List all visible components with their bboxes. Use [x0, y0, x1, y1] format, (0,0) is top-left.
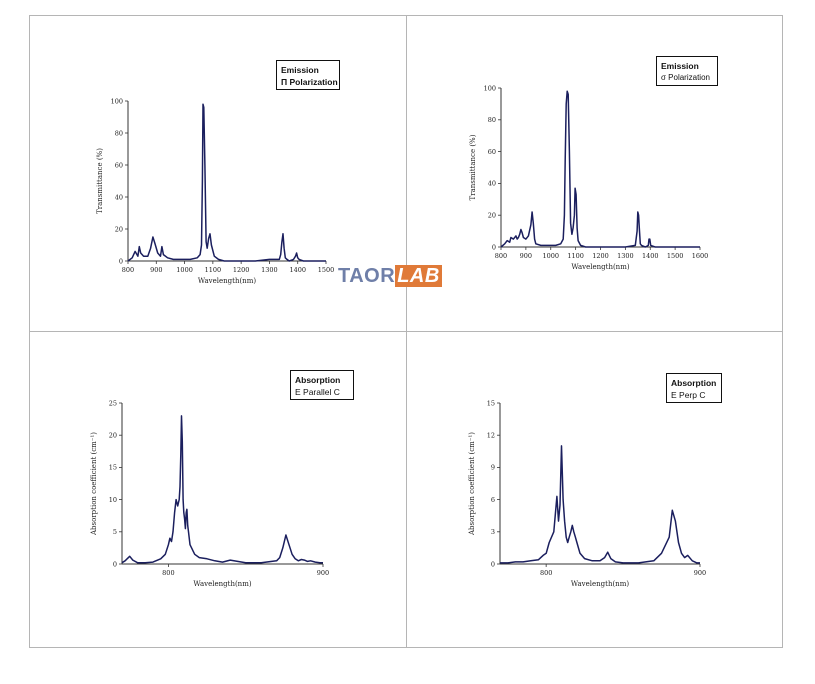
y-tick-label: 9	[491, 464, 495, 472]
series-line	[127, 103, 326, 262]
y-axis-label: Absorption coefficient (cm⁻¹)	[468, 432, 476, 536]
y-tick-label: 0	[119, 257, 123, 265]
y-tick-label: 12	[487, 432, 495, 440]
x-tick-label: 1100	[205, 266, 222, 274]
x-tick-label: 1600	[692, 252, 709, 260]
legend-emission-sigma: Emission σ Polarization	[656, 56, 718, 86]
legend-line-1: Absorption	[671, 378, 717, 388]
y-axis-label: Transmittance (%)	[469, 134, 477, 200]
legend-line-1: Emission	[281, 65, 319, 75]
y-tick-label: 10	[109, 496, 117, 504]
x-axis-label: Wavelength(nm)	[198, 277, 256, 285]
y-tick-label: 6	[491, 496, 495, 504]
x-axis-label: Wavelength(nm)	[571, 580, 629, 588]
y-tick-label: 80	[488, 116, 496, 124]
y-axis-label: Absorption coefficient (cm⁻¹)	[90, 432, 98, 536]
y-tick-label: 15	[109, 464, 117, 472]
taorlab-watermark-logo: TAOR LAB	[338, 264, 442, 288]
x-tick-label: 1300	[617, 252, 634, 260]
x-tick-label: 1300	[261, 266, 278, 274]
legend-line-1: Absorption	[295, 375, 341, 385]
legend-line-2: E Perp C	[671, 390, 706, 400]
x-tick-label: 900	[150, 266, 162, 274]
y-tick-label: 60	[115, 161, 123, 169]
y-tick-label: 100	[484, 84, 496, 92]
x-tick-label: 1400	[642, 252, 659, 260]
series-line	[500, 90, 700, 248]
y-tick-label: 40	[488, 180, 496, 188]
x-tick-label: 800	[162, 569, 174, 577]
y-tick-label: 5	[113, 528, 117, 536]
x-tick-label: 800	[540, 569, 552, 577]
y-tick-label: 0	[113, 560, 117, 568]
x-tick-label: 1500	[667, 252, 684, 260]
grid-divider-horizontal	[29, 331, 783, 332]
legend-line-2: σ Polarization	[661, 73, 710, 82]
x-tick-label: 900	[317, 569, 329, 577]
x-axis-label: Wavelength(nm)	[571, 263, 629, 271]
x-tick-label: 1100	[567, 252, 584, 260]
y-tick-label: 15	[487, 399, 495, 407]
x-tick-label: 1500	[318, 266, 335, 274]
x-tick-label: 800	[495, 252, 507, 260]
y-tick-label: 0	[492, 243, 496, 251]
x-tick-label: 1200	[592, 252, 609, 260]
x-tick-label: 1200	[233, 266, 250, 274]
legend-absorption-perp: Absorption E Perp C	[666, 373, 722, 403]
y-tick-label: 20	[109, 432, 117, 440]
y-tick-label: 25	[109, 399, 117, 407]
legend-emission-pi: Emission Π Polarization	[276, 60, 340, 90]
legend-line-1: Emission	[661, 61, 699, 71]
x-tick-label: 800	[122, 266, 134, 274]
y-tick-label: 20	[488, 212, 496, 220]
legend-line-2: E Parallel C	[295, 387, 340, 397]
y-tick-label: 60	[488, 148, 496, 156]
y-tick-label: 3	[491, 528, 495, 536]
series-line	[500, 445, 700, 564]
y-tick-label: 20	[115, 225, 123, 233]
x-tick-label: 1000	[176, 266, 193, 274]
watermark-text-taor: TAOR	[338, 265, 396, 287]
y-tick-label: 0	[491, 560, 495, 568]
y-axis-label: Transmittance (%)	[96, 148, 104, 214]
x-tick-label: 1000	[542, 252, 559, 260]
x-axis-label: Wavelength(nm)	[193, 580, 251, 588]
y-tick-label: 100	[111, 97, 123, 105]
y-tick-label: 80	[115, 129, 123, 137]
x-tick-label: 900	[520, 252, 532, 260]
y-tick-label: 40	[115, 193, 123, 201]
legend-line-2: Π Polarization	[281, 77, 338, 87]
x-tick-label: 900	[694, 569, 706, 577]
x-tick-label: 1400	[289, 266, 306, 274]
series-line	[121, 415, 323, 564]
watermark-text-lab: LAB	[395, 265, 442, 287]
legend-absorption-parallel: Absorption E Parallel C	[290, 370, 354, 400]
